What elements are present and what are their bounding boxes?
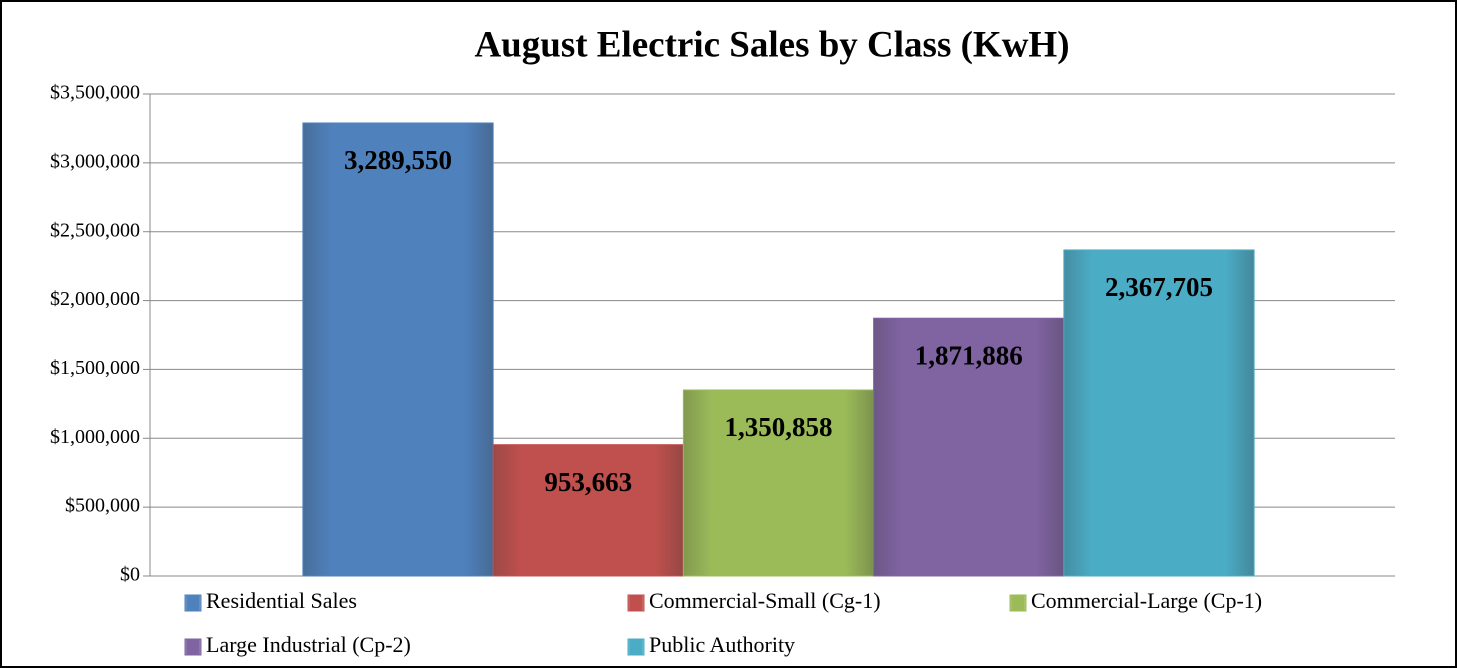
legend-label: Commercial-Small (Cg-1)	[649, 588, 881, 613]
y-tick-label: $500,000	[65, 495, 140, 517]
y-tick-label: $2,000,000	[50, 288, 140, 310]
y-tick-label: $1,500,000	[50, 357, 140, 379]
data-label: 1,350,858	[725, 412, 833, 442]
bar	[682, 389, 875, 577]
data-label: 1,871,886	[915, 340, 1023, 370]
legend-swatch	[184, 638, 202, 656]
legend-swatch	[184, 594, 202, 612]
bar	[873, 317, 1065, 577]
bar	[492, 444, 684, 577]
y-tick-label: $3,000,000	[50, 150, 140, 172]
data-label: 3,289,550	[344, 145, 452, 175]
chart-title: August Electric Sales by Class (KwH)	[474, 24, 1069, 65]
y-tick-label: $2,500,000	[50, 219, 140, 241]
legend-swatch	[627, 638, 645, 656]
legend-label: Large Industrial (Cp-2)	[206, 632, 411, 657]
legend-swatch	[1009, 594, 1027, 612]
legend-swatch	[627, 594, 645, 612]
legend-label: Residential Sales	[206, 588, 357, 613]
data-label: 2,367,705	[1105, 272, 1213, 302]
bar	[1063, 249, 1255, 577]
bar	[302, 122, 494, 577]
y-tick-label: $3,500,000	[50, 82, 140, 104]
data-label: 953,663	[544, 467, 632, 497]
legend-label: Public Authority	[649, 632, 795, 657]
legend-label: Commercial-Large (Cp-1)	[1031, 588, 1262, 613]
y-tick-label: $1,000,000	[50, 426, 140, 448]
y-tick-label: $0	[120, 564, 140, 586]
